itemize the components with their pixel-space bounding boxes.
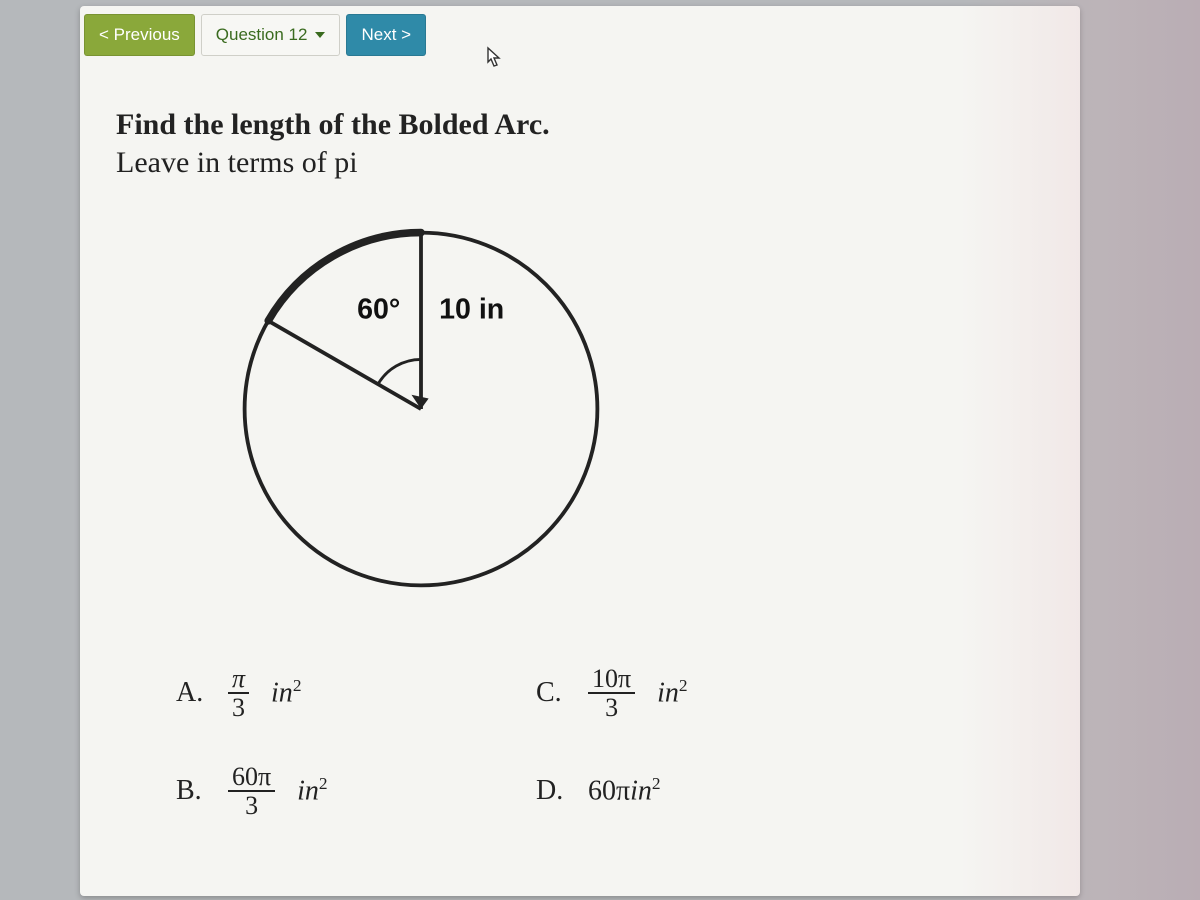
prompt-line-2: Leave in terms of pi [116,146,1056,180]
prompt-line-1: Find the length of the Bolded Arc. [116,108,1056,142]
answer-option-c[interactable]: C. 10π 3 in2 [536,648,856,738]
previous-button[interactable]: < Previous [84,14,195,56]
radius-label: 10 in [439,293,504,325]
unit: in2 [297,774,327,807]
question-label: Question 12 [216,25,308,45]
answer-letter: D. [536,775,566,807]
flat-expression: 60πin2 [588,774,661,807]
answer-grid: A. π 3 in2 C. 10π 3 in2 B. 60π 3 [116,648,1056,836]
fraction: 60π 3 [228,763,275,820]
circle-figure: 60° 10 in [206,204,636,614]
denominator: 3 [601,694,622,721]
answer-option-a[interactable]: A. π 3 in2 [176,648,496,738]
unit: in2 [271,676,301,709]
numerator: π [228,665,249,694]
fraction: π 3 [228,665,249,722]
question-dropdown[interactable]: Question 12 [201,14,341,56]
caret-down-icon [315,32,325,38]
answer-option-b[interactable]: B. 60π 3 in2 [176,746,496,836]
question-block: Find the length of the Bolded Arc. Leave… [80,76,1080,836]
numerator: 60π [228,763,275,792]
unit: in2 [657,676,687,709]
answer-option-d[interactable]: D. 60πin2 [536,746,856,836]
fraction: 10π 3 [588,665,635,722]
denominator: 3 [228,694,249,721]
denominator: 3 [241,792,262,819]
question-card: < Previous Question 12 Next > Find the l… [80,6,1080,896]
nav-bar: < Previous Question 12 Next > [80,6,1080,76]
angle-arc [378,359,421,384]
answer-letter: C. [536,677,566,709]
numerator: 10π [588,665,635,694]
answer-letter: A. [176,677,206,709]
next-button[interactable]: Next > [346,14,426,56]
answer-letter: B. [176,775,206,807]
angle-label: 60° [357,293,400,325]
